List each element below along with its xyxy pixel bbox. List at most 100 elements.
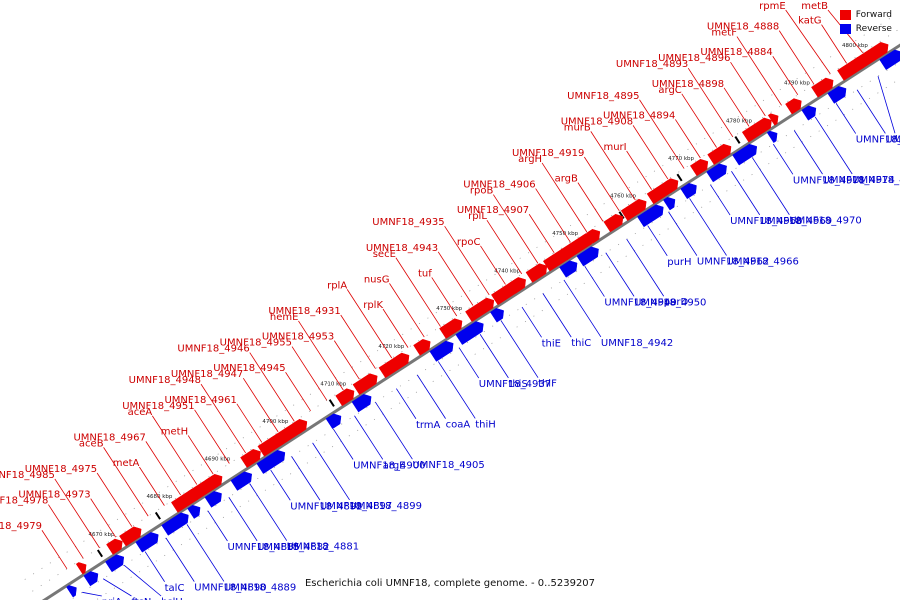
leader-line bbox=[103, 447, 149, 517]
gene-label: rpoC bbox=[457, 237, 481, 248]
leader-line bbox=[626, 150, 652, 190]
leader-line bbox=[681, 93, 717, 148]
leader-line bbox=[632, 125, 669, 180]
gene-label: UMNF18_4906 bbox=[463, 180, 535, 191]
reverse-gene-arrow bbox=[83, 571, 99, 587]
leader-line bbox=[389, 283, 425, 338]
forward-gene-arrow bbox=[785, 98, 802, 115]
gene-label: UMNF18_4895 bbox=[567, 91, 639, 102]
forward-gene-arrow bbox=[240, 449, 261, 468]
gene-label: rplA bbox=[327, 280, 347, 291]
leader-line bbox=[270, 469, 291, 501]
gene-label: rpoB bbox=[470, 186, 494, 197]
gene-label: UMNF18_4892 bbox=[290, 501, 362, 512]
gene-label: UMNF18_4978 bbox=[0, 496, 48, 507]
gene-label: UMNF18_4962 bbox=[697, 257, 769, 268]
reverse-gene-arrow bbox=[187, 504, 201, 519]
leader-line bbox=[730, 61, 766, 117]
leader-line bbox=[431, 277, 458, 317]
leader-line bbox=[675, 119, 701, 159]
reverse-gene-arrow bbox=[455, 321, 484, 345]
leader-line bbox=[772, 56, 799, 96]
leader-line bbox=[285, 372, 311, 412]
leader-line bbox=[333, 340, 360, 380]
leader-line bbox=[396, 388, 417, 419]
leader-line bbox=[123, 564, 162, 597]
gene-label: argC bbox=[658, 85, 681, 96]
leader-line bbox=[395, 257, 441, 327]
leader-line bbox=[535, 188, 571, 243]
gene-label: UMNF18_4943 bbox=[366, 243, 438, 254]
gene-label: UMNF18_4987 bbox=[895, 134, 900, 145]
leader-line bbox=[437, 251, 474, 306]
reverse-gene-arrow bbox=[429, 340, 454, 362]
gene-label: UMNF18_4881 bbox=[287, 542, 359, 553]
reverse-gene-arrow bbox=[273, 449, 286, 463]
leader-line bbox=[605, 252, 635, 297]
forward-gene-arrow bbox=[586, 228, 601, 244]
forward-gene-arrow bbox=[395, 354, 408, 367]
leader-line bbox=[723, 87, 750, 127]
leader-line bbox=[687, 67, 734, 138]
gene-label: UMNF18_4890 bbox=[194, 583, 266, 594]
leader-line bbox=[736, 36, 782, 106]
leader-line bbox=[151, 415, 198, 485]
genome-axis bbox=[41, 43, 900, 600]
forward-gene-arrow bbox=[335, 388, 355, 407]
leader-line bbox=[145, 441, 182, 496]
gene-label: UMNF18_4900 bbox=[353, 461, 425, 472]
gene-label: UMNF18_4967 bbox=[73, 432, 145, 443]
leader-line bbox=[480, 245, 506, 285]
gene-label: UMNF18_4950 bbox=[634, 297, 706, 308]
leader-line bbox=[710, 184, 731, 216]
gene-label: talC bbox=[165, 583, 185, 594]
legend-forward-swatch bbox=[839, 10, 851, 20]
gene-label: metF bbox=[711, 28, 737, 39]
reverse-gene-arrow bbox=[766, 130, 778, 144]
leader-line bbox=[577, 182, 604, 222]
tick-label: 4700 kbp bbox=[262, 419, 288, 425]
leader-line bbox=[444, 225, 490, 296]
gene-label: UMNF18_4971 bbox=[793, 175, 865, 186]
reverse-gene-arrow bbox=[576, 246, 599, 267]
leader-line bbox=[228, 497, 258, 542]
leader-line bbox=[689, 198, 727, 256]
gene-label: UMNF18_4946 bbox=[177, 344, 249, 355]
leader-line bbox=[200, 383, 246, 454]
leader-line bbox=[340, 314, 376, 369]
legend-reverse-label: Reverse bbox=[855, 24, 892, 34]
leader-line bbox=[291, 456, 321, 501]
gene-label: aceA bbox=[128, 407, 153, 418]
forward-gene-arrow bbox=[603, 213, 624, 233]
tick-mark bbox=[734, 136, 741, 144]
forward-gene-arrow bbox=[465, 297, 495, 323]
forward-gene-arrow bbox=[664, 179, 677, 193]
tick-label: 4690 kbp bbox=[204, 457, 230, 463]
leader-line bbox=[479, 334, 509, 379]
forward-gene-arrow bbox=[767, 113, 779, 126]
gene-label: thiS bbox=[508, 379, 527, 390]
gene-label: UMNF18_4949 bbox=[604, 298, 676, 309]
gene-label: UMNF18_4985 bbox=[0, 470, 55, 481]
forward-gene-arrow bbox=[620, 198, 647, 222]
legend-reverse-swatch bbox=[839, 24, 851, 34]
reverse-gene-arrow bbox=[105, 554, 125, 573]
gene-label: metA bbox=[113, 458, 140, 469]
gene-label: UMNF18_4889 bbox=[224, 582, 296, 593]
gene-label: UMNF18_4945 bbox=[213, 363, 285, 374]
gene-label: UMNF18_4896 bbox=[658, 53, 730, 64]
tick-label: 4680 kbp bbox=[147, 494, 173, 500]
gene-label: aceB bbox=[79, 438, 104, 449]
gene-label: UMNF18_4975 bbox=[25, 464, 97, 475]
gene-label: argE bbox=[383, 460, 406, 471]
caption: Escherichia coli UMNF18, complete genome… bbox=[304, 578, 596, 589]
leader-line bbox=[500, 320, 539, 378]
reverse-gene-arrow bbox=[161, 512, 189, 536]
gene-label: tuf bbox=[418, 268, 432, 279]
leader-line bbox=[542, 293, 572, 338]
leader-line bbox=[96, 472, 133, 527]
leader-line bbox=[563, 279, 602, 338]
reverse-gene-arrow bbox=[662, 196, 676, 211]
gene-label: UMNF18_4969 bbox=[760, 216, 832, 227]
leader-line bbox=[793, 130, 823, 175]
